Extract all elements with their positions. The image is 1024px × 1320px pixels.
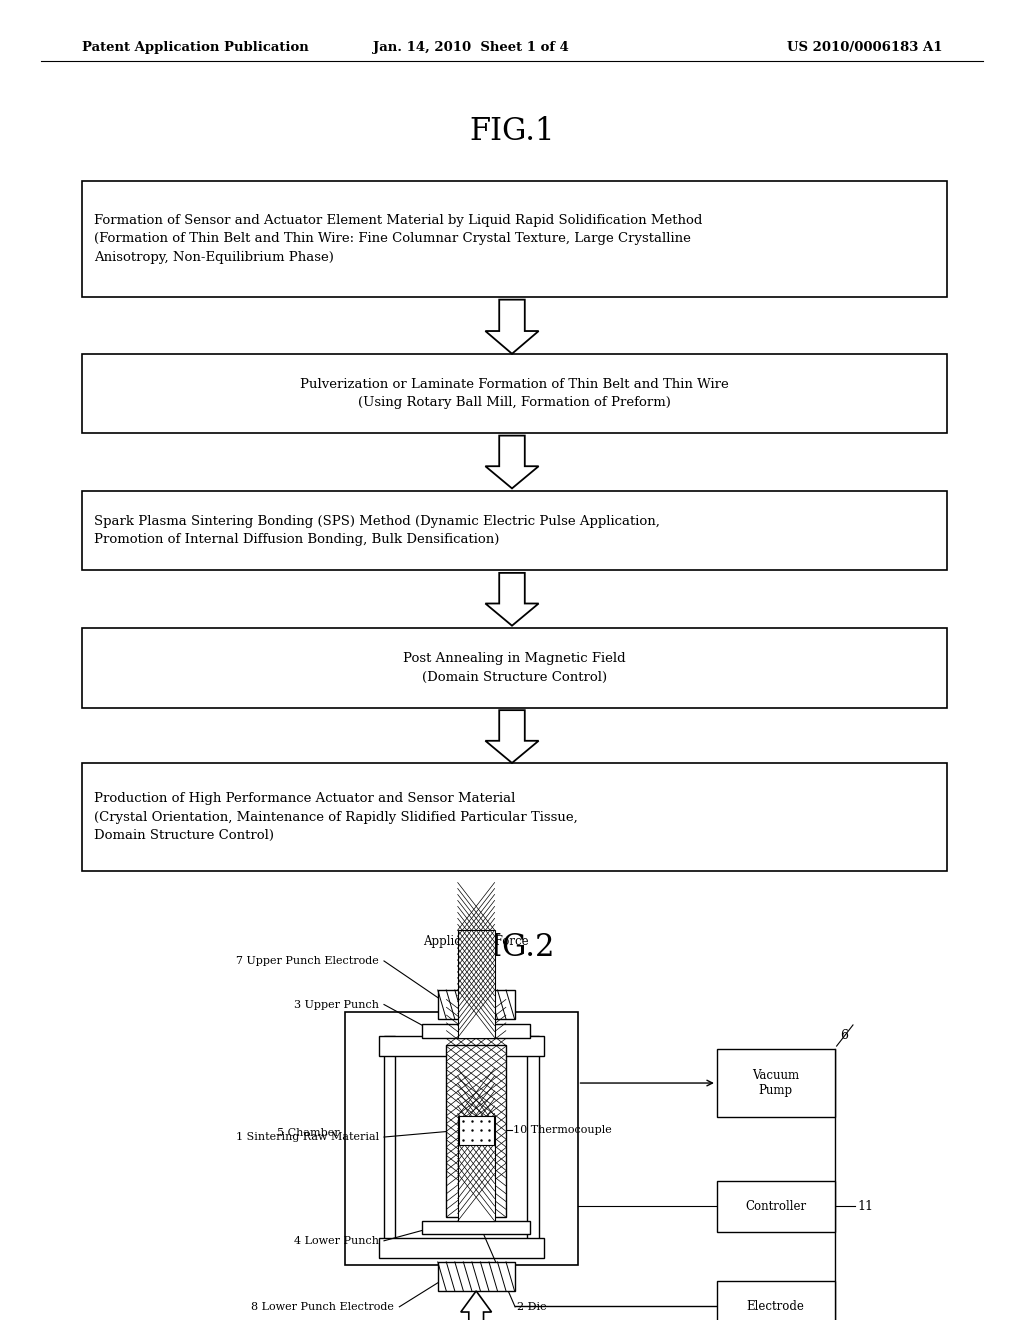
- Text: 4 Lower Punch: 4 Lower Punch: [294, 1236, 379, 1246]
- Bar: [458, 1115, 495, 1221]
- Polygon shape: [485, 436, 539, 488]
- Polygon shape: [485, 573, 539, 626]
- Text: Formation of Sensor and Actuator Element Material by Liquid Rapid Solidification: Formation of Sensor and Actuator Element…: [94, 214, 702, 264]
- Text: Pulverization or Laminate Formation of Thin Belt and Thin Wire
(Using Rotary Bal: Pulverization or Laminate Formation of T…: [300, 378, 729, 409]
- Text: FIG.1: FIG.1: [469, 116, 555, 148]
- Text: 8 Lower Punch Electrode: 8 Lower Punch Electrode: [251, 1302, 394, 1312]
- Bar: [423, 1221, 530, 1234]
- Text: Electrode: Electrode: [746, 1300, 805, 1312]
- Text: FIG.2: FIG.2: [469, 932, 555, 964]
- Polygon shape: [485, 300, 539, 354]
- Text: Application Force: Application Force: [423, 935, 529, 948]
- Text: Post Annealing in Magnetic Field
(Domain Structure Control): Post Annealing in Magnetic Field (Domain…: [403, 652, 626, 684]
- Text: 11: 11: [857, 1200, 873, 1213]
- Bar: [438, 990, 515, 1019]
- Bar: [82, 354, 947, 433]
- Polygon shape: [461, 1291, 492, 1320]
- Bar: [384, 1036, 395, 1241]
- Bar: [82, 181, 947, 297]
- Text: Patent Application Publication: Patent Application Publication: [82, 41, 308, 54]
- Bar: [423, 1024, 530, 1038]
- Text: US 2010/0006183 A1: US 2010/0006183 A1: [786, 41, 942, 54]
- Text: Production of High Performance Actuator and Sensor Material
(Crystal Orientation: Production of High Performance Actuator …: [94, 792, 578, 842]
- Bar: [717, 1280, 835, 1320]
- Polygon shape: [485, 710, 539, 763]
- Bar: [527, 1036, 539, 1241]
- Bar: [717, 1181, 835, 1232]
- Bar: [459, 1115, 494, 1144]
- Bar: [379, 1036, 544, 1056]
- Bar: [82, 628, 947, 708]
- Text: Spark Plasma Sintering Bonding (SPS) Method (Dynamic Electric Pulse Application,: Spark Plasma Sintering Bonding (SPS) Met…: [94, 515, 660, 546]
- Bar: [438, 1262, 515, 1291]
- Text: 5 Chamber: 5 Chamber: [278, 1129, 340, 1138]
- Bar: [458, 931, 495, 1038]
- Text: Jan. 14, 2010  Sheet 1 of 4: Jan. 14, 2010 Sheet 1 of 4: [373, 41, 569, 54]
- Bar: [717, 1048, 835, 1117]
- Text: 2 Die: 2 Die: [517, 1302, 547, 1312]
- Text: Vacuum
Pump: Vacuum Pump: [752, 1069, 800, 1097]
- Text: 10 Thermocouple: 10 Thermocouple: [513, 1126, 611, 1135]
- Bar: [379, 1238, 544, 1258]
- Text: 7 Upper Punch Electrode: 7 Upper Punch Electrode: [237, 956, 379, 966]
- Text: 1 Sintering Raw Material: 1 Sintering Raw Material: [236, 1133, 379, 1142]
- Bar: [345, 1012, 578, 1265]
- Text: Controller: Controller: [745, 1200, 806, 1213]
- Text: 3 Upper Punch: 3 Upper Punch: [294, 999, 379, 1010]
- Bar: [446, 1045, 506, 1217]
- Polygon shape: [461, 964, 492, 990]
- Bar: [82, 763, 947, 871]
- Bar: [82, 491, 947, 570]
- Text: 6: 6: [840, 1030, 848, 1041]
